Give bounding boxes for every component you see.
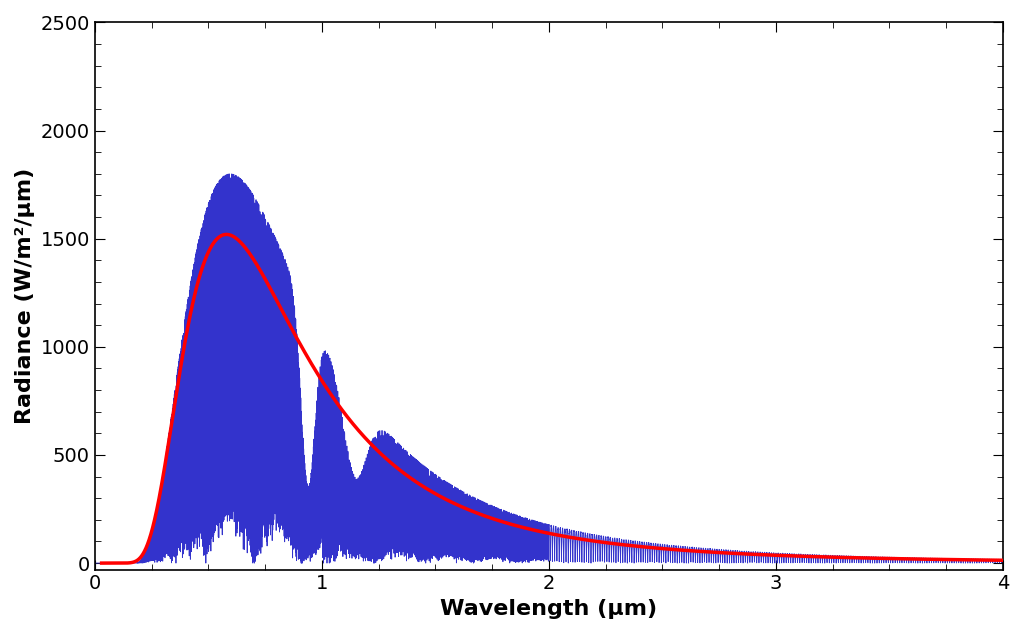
X-axis label: Wavelength (μm): Wavelength (μm) — [440, 599, 657, 619]
Y-axis label: Radiance (W/m²/μm): Radiance (W/m²/μm) — [15, 168, 35, 424]
